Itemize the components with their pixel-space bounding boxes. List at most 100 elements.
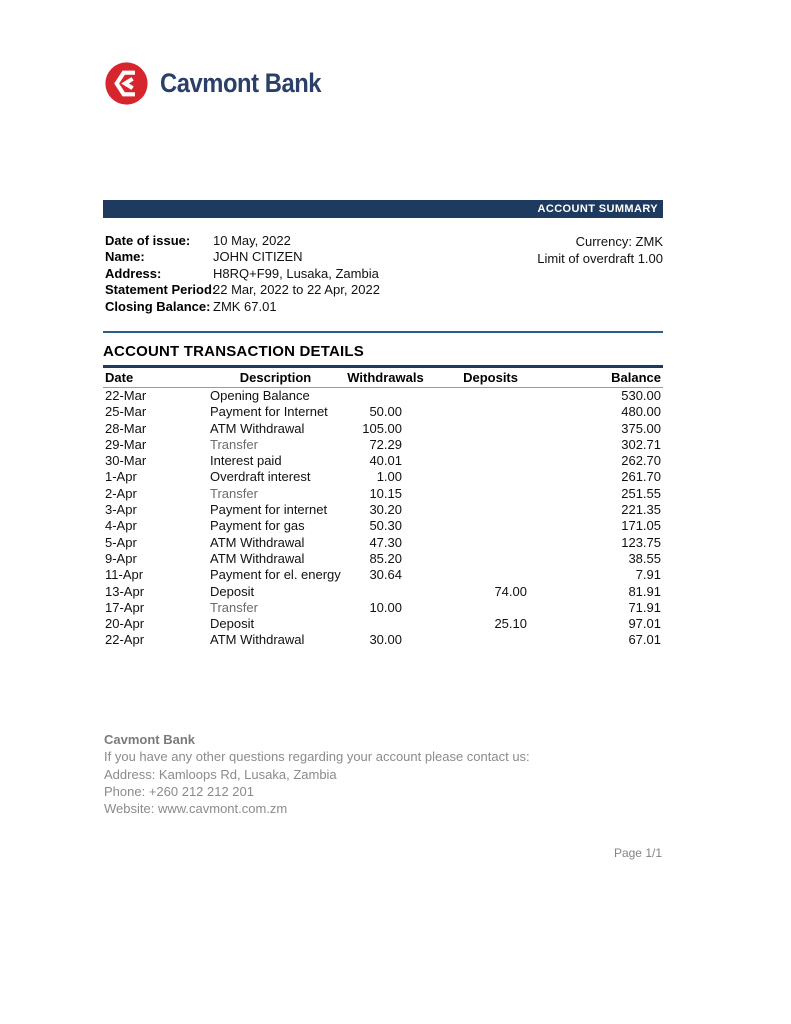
table-row: 4-Apr Payment for gas 50.30 171.05: [103, 518, 663, 534]
cell-desc: Payment for el. energy: [210, 567, 341, 583]
table-row: 1-Apr Overdraft interest 1.00 261.70: [103, 469, 663, 485]
field-value: H8RQ+F99, Lusaka, Zambia: [213, 265, 379, 281]
field-label: Closing Balance:: [105, 298, 211, 314]
table-row: 13-Apr Deposit 74.00 81.91: [103, 584, 663, 600]
cell-bal: 67.01: [628, 632, 661, 648]
footer-line: Phone: +260 212 212 201: [104, 783, 255, 799]
cell-bal: 71.91: [628, 599, 661, 615]
cell-date: 17-Apr: [105, 599, 145, 615]
field-value: ZMK 67.01: [213, 298, 277, 314]
cell-desc: Payment for Internet: [210, 404, 328, 420]
cell-desc: Transfer: [210, 599, 258, 615]
cell-wd: 105.00: [362, 420, 402, 436]
table-row: 11-Apr Payment for el. energy 30.64 7.91: [103, 567, 663, 583]
summary-field: Name: JOHN CITIZEN: [105, 249, 380, 265]
cell-dep: [428, 486, 540, 502]
table-row: 9-Apr ATM Withdrawal 85.20 38.55: [103, 551, 663, 567]
table-row: 30-Mar Interest paid 40.01 262.70: [103, 453, 663, 469]
cell-wd: 10.00: [369, 599, 402, 615]
cell-desc: Overdraft interest: [210, 469, 311, 485]
cell-wd: 72.29: [369, 436, 402, 452]
table-row: 22-Apr ATM Withdrawal 30.00 67.01: [103, 632, 663, 648]
cell-desc: Interest paid: [210, 453, 282, 469]
cell-desc: ATM Withdrawal: [210, 534, 305, 550]
cell-desc: Opening Balance: [210, 388, 310, 403]
cell-bal: 221.35: [621, 502, 661, 518]
column-header-balance: Balance: [540, 366, 663, 388]
cell-date: 25-Mar: [105, 404, 147, 420]
table-row: 29-Mar Transfer 72.29 302.71: [103, 437, 663, 453]
cell-dep: 74.00: [494, 583, 527, 599]
transactions-title: ACCOUNT TRANSACTION DETAILS: [103, 343, 364, 360]
cell-wd: [343, 388, 428, 405]
table-header-row: Date Description Withdrawals Deposits Ba…: [103, 366, 663, 388]
cell-bal: 123.75: [621, 534, 661, 550]
cell-dep: [428, 600, 540, 616]
cell-bal: 302.71: [621, 436, 661, 452]
summary-field: Date of issue: 10 May, 2022: [105, 233, 380, 249]
section-divider: [103, 331, 663, 333]
field-label: Date of issue:: [105, 233, 191, 248]
cell-dep: [428, 404, 540, 420]
cell-wd: [343, 616, 428, 632]
cell-bal: 171.05: [621, 518, 661, 534]
footer-line: Address: Kamloops Rd, Lusaka, Zambia: [104, 766, 337, 782]
column-header-deposits: Deposits: [428, 366, 540, 388]
cell-wd: 50.30: [369, 518, 402, 534]
cell-desc: ATM Withdrawal: [210, 420, 305, 436]
table-row: 28-Mar ATM Withdrawal 105.00 375.00: [103, 421, 663, 437]
transactions-body: 22-Mar Opening Balance 530.00 25-Mar Payment…: [103, 388, 663, 649]
table-row: 22-Mar Opening Balance 530.00: [103, 388, 663, 405]
footer-line: Website: www.cavmont.com.zm: [104, 801, 288, 817]
summary-field: Closing Balance: ZMK 67.01: [105, 299, 380, 315]
footer-line: If you have any other questions regardin…: [104, 749, 530, 765]
cell-date: 29-Mar: [105, 436, 147, 452]
cell-date: 1-Apr: [105, 469, 137, 485]
cell-bal: 530.00: [621, 388, 661, 403]
field-value: 22 Mar, 2022 to 22 Apr, 2022: [213, 282, 380, 298]
column-header-withdrawals: Withdrawals: [343, 366, 428, 388]
overdraft-limit-line: Limit of overdraft 1.00: [537, 250, 663, 266]
cell-date: 11-Apr: [105, 567, 144, 583]
cell-date: 22-Apr: [105, 632, 145, 648]
cell-wd: 50.00: [369, 404, 402, 420]
cell-desc: ATM Withdrawal: [210, 550, 305, 566]
cell-dep: [428, 535, 540, 551]
column-header-date: Date: [103, 366, 208, 388]
cell-wd: 85.20: [369, 550, 402, 566]
table-row: 2-Apr Transfer 10.15 251.55: [103, 486, 663, 502]
cell-dep: [428, 421, 540, 437]
table-row: 20-Apr Deposit 25.10 97.01: [103, 616, 663, 632]
cell-desc: Deposit: [210, 583, 255, 599]
cell-dep: [428, 453, 540, 469]
cell-wd: [343, 584, 428, 600]
cell-desc: Transfer: [210, 436, 258, 452]
cell-bal: 262.70: [621, 453, 661, 469]
cell-date: 20-Apr: [105, 616, 145, 632]
summary-fields: Date of issue: 10 May, 2022 Name: JOHN CITI…: [105, 233, 380, 315]
cell-date: 4-Apr: [105, 518, 137, 534]
table-row: 3-Apr Payment for internet 30.20 221.35: [103, 502, 663, 518]
currency-line: Currency: ZMK: [575, 234, 663, 249]
cell-bal: 261.70: [621, 469, 661, 485]
cell-dep: [428, 469, 540, 485]
cell-desc: Payment for internet: [210, 502, 328, 518]
cell-date: 28-Mar: [105, 420, 147, 436]
cell-wd: 10.15: [369, 485, 402, 501]
brand-logo: Cavmont Bank: [104, 61, 343, 106]
cell-desc: Payment for gas: [210, 518, 305, 534]
cell-bal: 375.00: [621, 420, 661, 436]
cell-date: 5-Apr: [105, 534, 137, 550]
footer-lines: If you have any other questions regardin…: [104, 748, 530, 817]
cell-date: 3-Apr: [105, 502, 137, 518]
table-row: 17-Apr Transfer 10.00 71.91: [103, 600, 663, 616]
cell-dep: [428, 388, 540, 405]
footer-contact: Cavmont Bank If you have any other quest…: [104, 731, 530, 817]
summary-field: Statement Period:22 Mar, 2022 to 22 Apr,…: [105, 282, 380, 298]
cell-bal: 97.01: [628, 616, 661, 632]
cell-wd: 30.20: [369, 502, 402, 518]
cell-date: 13-Apr: [105, 583, 145, 599]
cell-date: 22-Mar: [105, 388, 147, 403]
transactions-table: Date Description Withdrawals Deposits Ba…: [103, 365, 663, 649]
cell-date: 2-Apr: [105, 485, 137, 501]
